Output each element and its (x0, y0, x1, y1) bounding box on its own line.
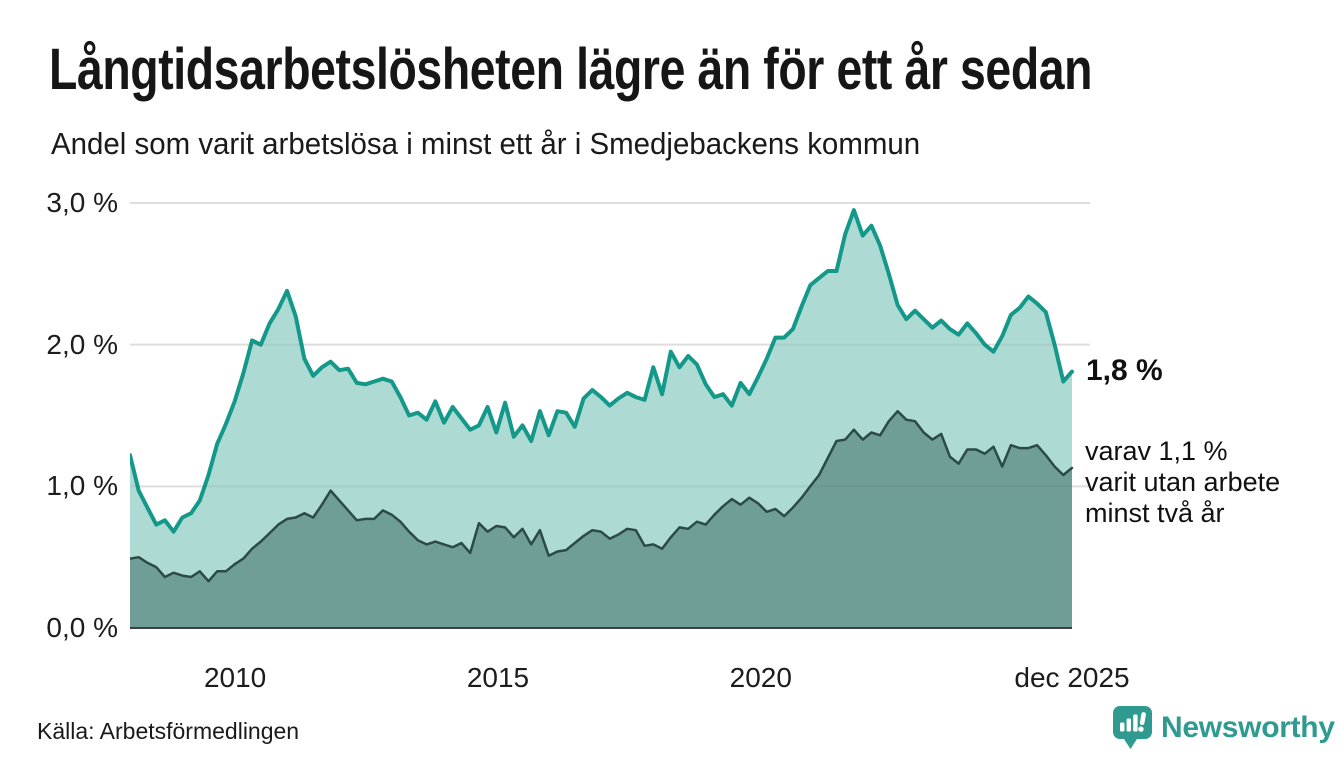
y-axis-tick-label: 1,0 % (46, 470, 118, 502)
chart-plot-area (130, 201, 1090, 629)
y-axis-tick-label: 3,0 % (46, 186, 118, 218)
chart-subtitle: Andel som varit arbetslösa i minst ett å… (51, 126, 921, 161)
newsworthy-logo: Newsworthy (1112, 705, 1335, 750)
newsworthy-wordmark: Newsworthy (1161, 710, 1335, 744)
newsworthy-icon (1113, 706, 1152, 749)
source-note: Källa: Arbetsförmedlingen (37, 718, 300, 744)
x-axis-tick-label: 2015 (466, 662, 530, 693)
end-label-subset: varav 1,1 % varit utan arbete minst två … (1085, 436, 1281, 528)
x-axis-tick-label: 2010 (203, 662, 267, 693)
y-axis-tick-label: 2,0 % (46, 328, 118, 360)
end-label-total: 1,8 % (1086, 354, 1163, 387)
x-axis-tick-label: 2020 (729, 662, 792, 693)
chart-title: Långtidsarbetslösheten lägre än för ett … (49, 37, 1093, 102)
x-axis-tick-label: dec 2025 (1014, 662, 1130, 693)
y-axis-tick-label: 0,0 % (46, 612, 118, 643)
